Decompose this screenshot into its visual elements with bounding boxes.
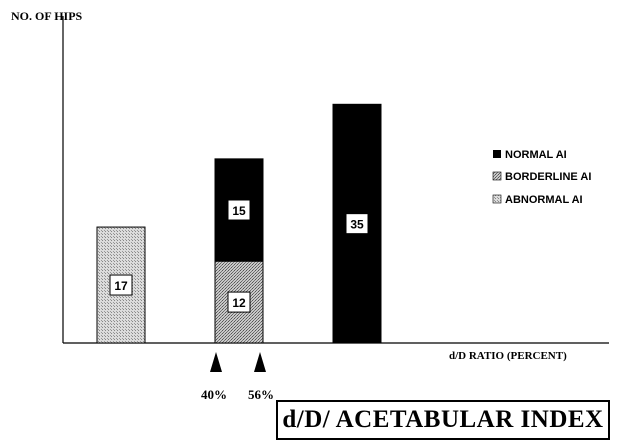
bars-layer: 17 12 15 35 [96,103,382,344]
legend-swatch-normal [493,150,501,158]
value-label-box-1-0 [227,291,251,313]
legend: NORMAL AI BORDERLINE AI ABNORMAL AI [492,149,591,206]
legend-swatch-abnormal [492,194,502,204]
legend-swatch-borderline [492,171,502,181]
marker-label-40: 40% [201,387,227,402]
value-label-box-2-0 [345,213,369,235]
value-label-1-1: 15 [232,204,246,218]
legend-label-borderline: BORDERLINE AI [505,171,591,183]
marker-arrow-56 [254,352,266,372]
value-label-box-0-0 [109,274,133,296]
y-axis-label: NO. OF HIPS [11,9,83,23]
x-axis-label: d/D RATIO (PERCENT) [449,350,567,362]
chart-title: d/D/ ACETABULAR INDEX [276,400,610,440]
value-label-0-0: 17 [114,279,128,293]
value-label-1-0: 12 [232,296,246,310]
legend-label-abnormal: ABNORMAL AI [505,194,583,206]
marker-arrow-40 [210,352,222,372]
value-label-2-0: 35 [350,218,364,232]
marker-label-56: 56% [248,387,274,402]
value-label-box-1-1 [227,199,251,221]
legend-label-normal: NORMAL AI [505,149,567,161]
